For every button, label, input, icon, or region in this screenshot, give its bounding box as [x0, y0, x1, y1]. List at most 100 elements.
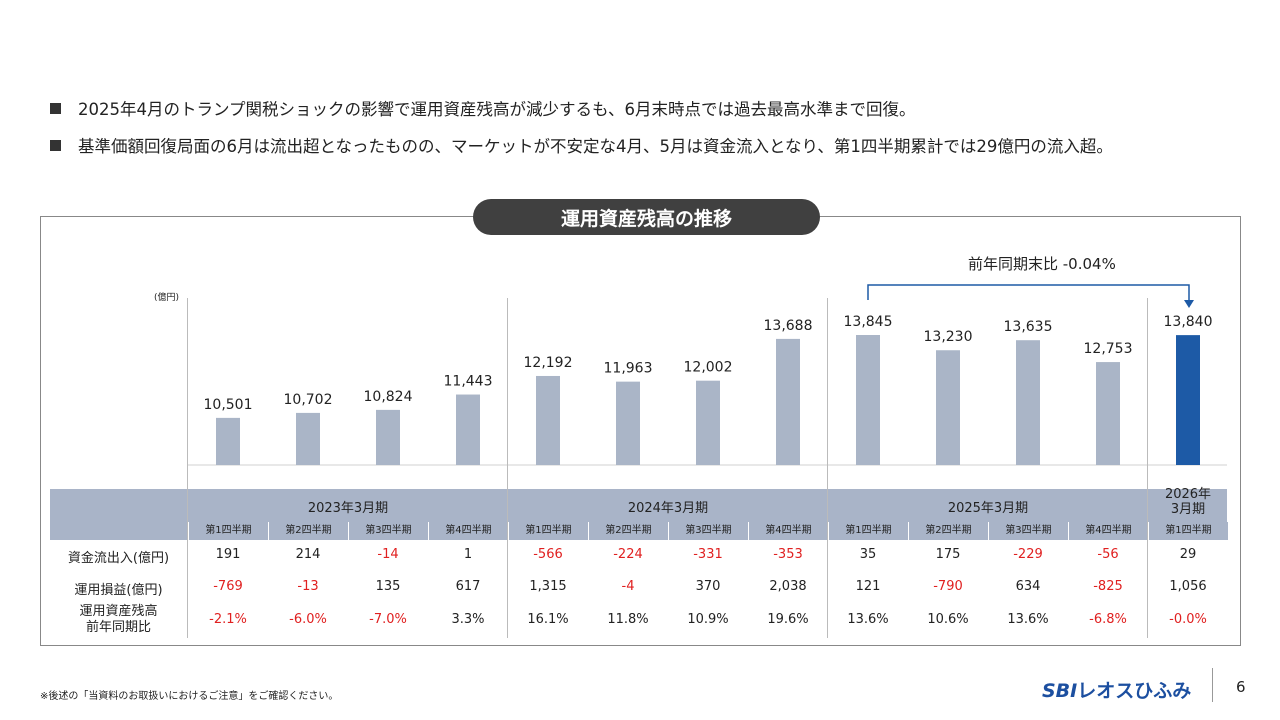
bar-value-label-12: 13,840 [1164, 314, 1213, 330]
company-logo: SBIレオスひふみ [1042, 676, 1191, 703]
bullet-square-icon [50, 102, 61, 114]
table-cell-r2-c6: 10.9% [687, 612, 729, 627]
bar-9 [936, 350, 960, 465]
annotation-yoy: 前年同期末比 -0.04% [968, 255, 1116, 273]
table-cell-r2-c2: -7.0% [369, 612, 407, 627]
year-2024: 2024年3月期 [627, 501, 709, 516]
table-cell-r0-c11: -56 [1097, 547, 1119, 562]
table-cell-r0-c2: -14 [377, 547, 399, 562]
bar-12 [1176, 335, 1200, 465]
table-cell-r2-c7: 19.6% [767, 612, 809, 627]
quarter-header-5: 第2四半期 [588, 522, 668, 540]
table-cell-r1-c12: 1,056 [1169, 579, 1207, 594]
table-cell-r1-c4: 1,315 [529, 579, 567, 594]
table-cell-r1-c6: 370 [695, 579, 721, 594]
footnote: ※後述の「当資料のお取扱いにおけるご注意」をご確認ください。 [40, 691, 339, 702]
quarter-header-9: 第2四半期 [908, 522, 988, 540]
bar-7 [776, 338, 800, 465]
page-number: 6 [1236, 678, 1246, 696]
table-cell-r1-c5: -4 [621, 579, 635, 594]
table-cell-r2-c0: -2.1% [209, 612, 247, 627]
table-cell-r0-c8: 35 [859, 547, 877, 562]
quarter-header-6: 第3四半期 [668, 522, 748, 540]
bar-6 [696, 380, 720, 465]
bar-0 [216, 417, 240, 465]
table-cell-r1-c0: -769 [213, 579, 243, 594]
bar-value-label-1: 10,702 [284, 392, 333, 408]
year-2026: 2026年 3月期 [1164, 487, 1212, 517]
table-cell-r1-c11: -825 [1093, 579, 1123, 594]
table-cell-r2-c9: 10.6% [927, 612, 969, 627]
bar-value-label-8: 13,845 [844, 314, 893, 330]
bar-3 [456, 394, 480, 465]
quarter-header-8: 第1四半期 [828, 522, 908, 540]
logo-name: レオスひふみ [1077, 680, 1192, 702]
table-cell-r0-c6: -331 [693, 547, 723, 562]
table-cell-r1-c8: 121 [855, 579, 881, 594]
bar-value-label-10: 13,635 [1004, 319, 1053, 335]
bar-10 [1016, 340, 1040, 465]
bullet-square-icon [50, 139, 61, 151]
table-cell-r2-c8: 13.6% [847, 612, 889, 627]
quarter-header-3: 第4四半期 [428, 522, 508, 540]
bar-value-label-2: 10,824 [364, 389, 413, 405]
arrowhead-icon [1184, 300, 1194, 308]
row-label-pnl: 運用損益(億円) [74, 583, 163, 598]
table-cell-r1-c2: 135 [375, 579, 401, 594]
quarter-header-2: 第3四半期 [348, 522, 428, 540]
bar-value-label-9: 13,230 [924, 329, 973, 345]
table-cell-r2-c3: 3.3% [451, 612, 485, 627]
quarter-header-1: 第2四半期 [268, 522, 348, 540]
bar-value-label-6: 12,002 [684, 360, 733, 376]
table-cell-r2-c5: 11.8% [607, 612, 649, 627]
table-cell-r2-c1: -6.0% [289, 612, 327, 627]
table-cell-r0-c3: 1 [463, 547, 473, 562]
chart-title: 運用資産残高の推移 [473, 199, 820, 235]
bullet-2-text: 基準価額回復局面の6月は流出超となったものの、マーケットが不安定な4月、5月は資… [78, 137, 1113, 156]
divider [187, 298, 188, 638]
table-cell-r1-c1: -13 [297, 579, 319, 594]
bullet-1-text: 2025年4月のトランプ関税ショックの影響で運用資産残高が減少するも、6月末時点… [78, 100, 916, 119]
quarter-header-0: 第1四半期 [188, 522, 268, 540]
bar-value-label-11: 12,753 [1084, 341, 1133, 357]
bar-value-label-0: 10,501 [204, 397, 253, 413]
table-cell-r2-c4: 16.1% [527, 612, 569, 627]
table-cell-r2-c10: 13.6% [1007, 612, 1049, 627]
table-cell-r2-c12: -0.0% [1169, 612, 1207, 627]
divider [507, 298, 508, 638]
bullet-1: 2025年4月のトランプ関税ショックの影響で運用資産残高が減少するも、6月末時点… [50, 96, 916, 120]
bar-8 [856, 335, 880, 465]
bar-4 [536, 375, 560, 465]
y-axis-unit: (億円) [154, 293, 180, 303]
logo-brand: SBI [1042, 680, 1078, 702]
table-header-corner [50, 522, 187, 540]
quarter-header-11: 第4四半期 [1068, 522, 1148, 540]
table-cell-r1-c3: 617 [455, 579, 481, 594]
page-separator [1212, 668, 1213, 702]
bar-value-label-5: 11,963 [604, 361, 653, 377]
bar-1 [296, 412, 320, 465]
table-cell-r0-c10: -229 [1013, 547, 1043, 562]
bar-2 [376, 409, 400, 465]
table-cell-r1-c10: 634 [1015, 579, 1041, 594]
year-2023: 2023年3月期 [307, 501, 389, 516]
table-cell-r0-c9: 175 [935, 547, 961, 562]
quarter-header-10: 第3四半期 [988, 522, 1068, 540]
row-label-yoy: 運用資産残高 前年同期比 [79, 604, 158, 635]
divider [1147, 298, 1148, 638]
table-cell-r2-c11: -6.8% [1089, 612, 1127, 627]
bar-value-label-3: 11,443 [444, 374, 493, 390]
bar-value-label-4: 12,192 [524, 355, 573, 371]
bullet-2: 基準価額回復局面の6月は流出超となったものの、マーケットが不安定な4月、5月は資… [50, 133, 1113, 157]
quarter-header-7: 第4四半期 [748, 522, 828, 540]
year-2025: 2025年3月期 [947, 501, 1029, 516]
table-cell-r0-c12: 29 [1179, 547, 1197, 562]
table-cell-r0-c7: -353 [773, 547, 803, 562]
quarter-header-12: 第1四半期 [1148, 522, 1228, 540]
table-cell-r0-c4: -566 [533, 547, 563, 562]
annotation-bracket [867, 284, 1190, 303]
table-cell-r0-c5: -224 [613, 547, 643, 562]
bar-value-label-7: 13,688 [764, 318, 813, 334]
divider [827, 298, 828, 638]
